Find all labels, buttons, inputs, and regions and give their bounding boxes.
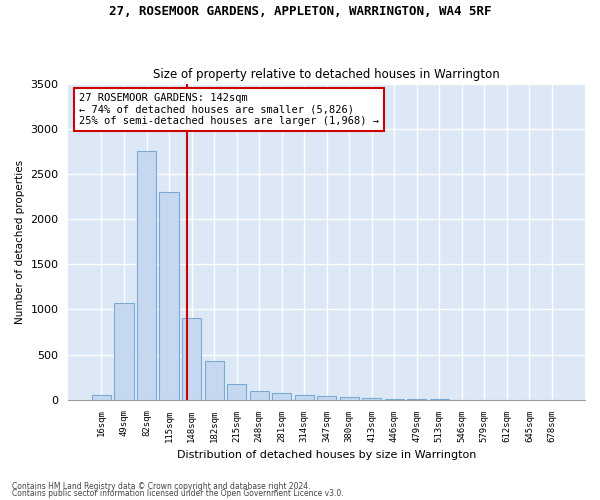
Text: 27 ROSEMOOR GARDENS: 142sqm
← 74% of detached houses are smaller (5,826)
25% of : 27 ROSEMOOR GARDENS: 142sqm ← 74% of det… [79,93,379,126]
Bar [317,396,336,400]
Text: Contains HM Land Registry data © Crown copyright and database right 2024.: Contains HM Land Registry data © Crown c… [12,482,311,491]
Bar [227,384,246,400]
Bar [205,362,224,400]
Bar [340,397,359,400]
Bar [295,394,314,400]
Bar [137,152,156,400]
Bar [160,192,179,400]
Bar [250,390,269,400]
Y-axis label: Number of detached properties: Number of detached properties [15,160,25,324]
Bar [385,399,404,400]
Bar [115,302,134,400]
Title: Size of property relative to detached houses in Warrington: Size of property relative to detached ho… [154,68,500,81]
Text: Contains public sector information licensed under the Open Government Licence v3: Contains public sector information licen… [12,489,344,498]
Bar [92,395,111,400]
X-axis label: Distribution of detached houses by size in Warrington: Distribution of detached houses by size … [177,450,476,460]
Text: 27, ROSEMOOR GARDENS, APPLETON, WARRINGTON, WA4 5RF: 27, ROSEMOOR GARDENS, APPLETON, WARRINGT… [109,5,491,18]
Bar [362,398,382,400]
Bar [182,318,201,400]
Bar [272,393,291,400]
